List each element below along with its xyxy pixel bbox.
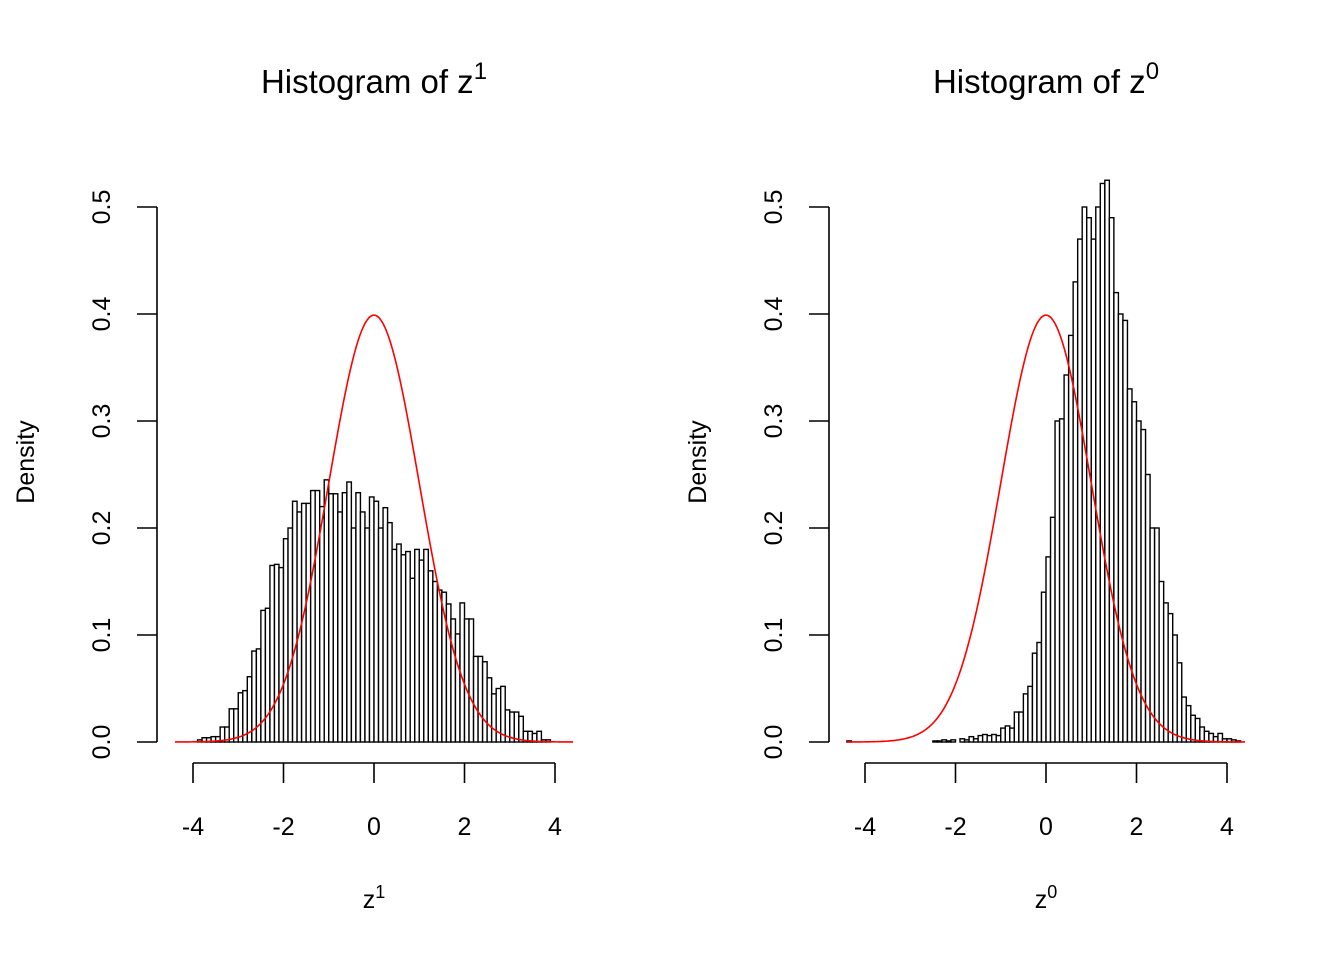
y-axis-label: Density <box>684 420 712 504</box>
x-axis: -4 -2 0 2 4 <box>182 762 562 841</box>
x-tick-label: 0 <box>367 813 381 841</box>
y-tick-label: 0.3 <box>760 404 788 439</box>
y-axis: 0.0 0.1 0.2 0.3 0.4 0.5 <box>760 190 830 760</box>
x-tick-label: 2 <box>458 813 472 841</box>
chart-title: Histogram of z1 <box>261 58 487 100</box>
chart-title: Histogram of z0 <box>933 58 1159 100</box>
histogram-panel-z0: Histogram of z0 -4 -2 0 2 4 0.00.10.20.30.40… <box>684 58 1246 914</box>
x-tick-label: 4 <box>1220 813 1234 841</box>
y-axis: 0.0 0.1 0.2 0.3 0.4 0.5 <box>88 190 158 760</box>
x-axis-label: z1 <box>363 882 386 914</box>
y-tick-label: 0.3 <box>88 404 116 439</box>
x-tick-label: 2 <box>1130 813 1144 841</box>
x-tick-label: -4 <box>182 813 204 841</box>
normal-density-curve <box>846 314 1246 743</box>
y-tick-label: 0.0 <box>88 725 116 760</box>
y-tick-label: 0.2 <box>760 511 788 546</box>
y-tick-label: 0.5 <box>760 190 788 225</box>
histogram-bars <box>846 179 1242 743</box>
y-tick-label: 0.2 <box>88 511 116 546</box>
x-tick-label: 4 <box>548 813 562 841</box>
y-tick-label: 0.5 <box>88 190 116 225</box>
y-tick-label: 0.1 <box>88 618 116 653</box>
histogram-bars <box>196 479 552 743</box>
histogram-panel-z1: Histogram of z1 -4 -2 0 2 4 0.00.10.20.30.40… <box>12 58 574 914</box>
x-tick-label: -2 <box>272 813 294 841</box>
x-tick-label: -2 <box>944 813 966 841</box>
x-tick-label: -4 <box>854 813 876 841</box>
y-tick-label: 0.1 <box>760 618 788 653</box>
x-axis: -4 -2 0 2 4 <box>854 762 1234 841</box>
y-tick-label: 0.4 <box>760 297 788 332</box>
histogram-bar <box>950 739 957 743</box>
y-tick-label: 0.4 <box>88 297 116 332</box>
y-tick-label: 0.0 <box>760 725 788 760</box>
x-axis-label: z0 <box>1035 882 1058 914</box>
x-tick-label: 0 <box>1039 813 1053 841</box>
normal-density-curve <box>174 314 574 743</box>
histogram-bar <box>518 715 525 743</box>
y-axis-label: Density <box>12 420 40 504</box>
